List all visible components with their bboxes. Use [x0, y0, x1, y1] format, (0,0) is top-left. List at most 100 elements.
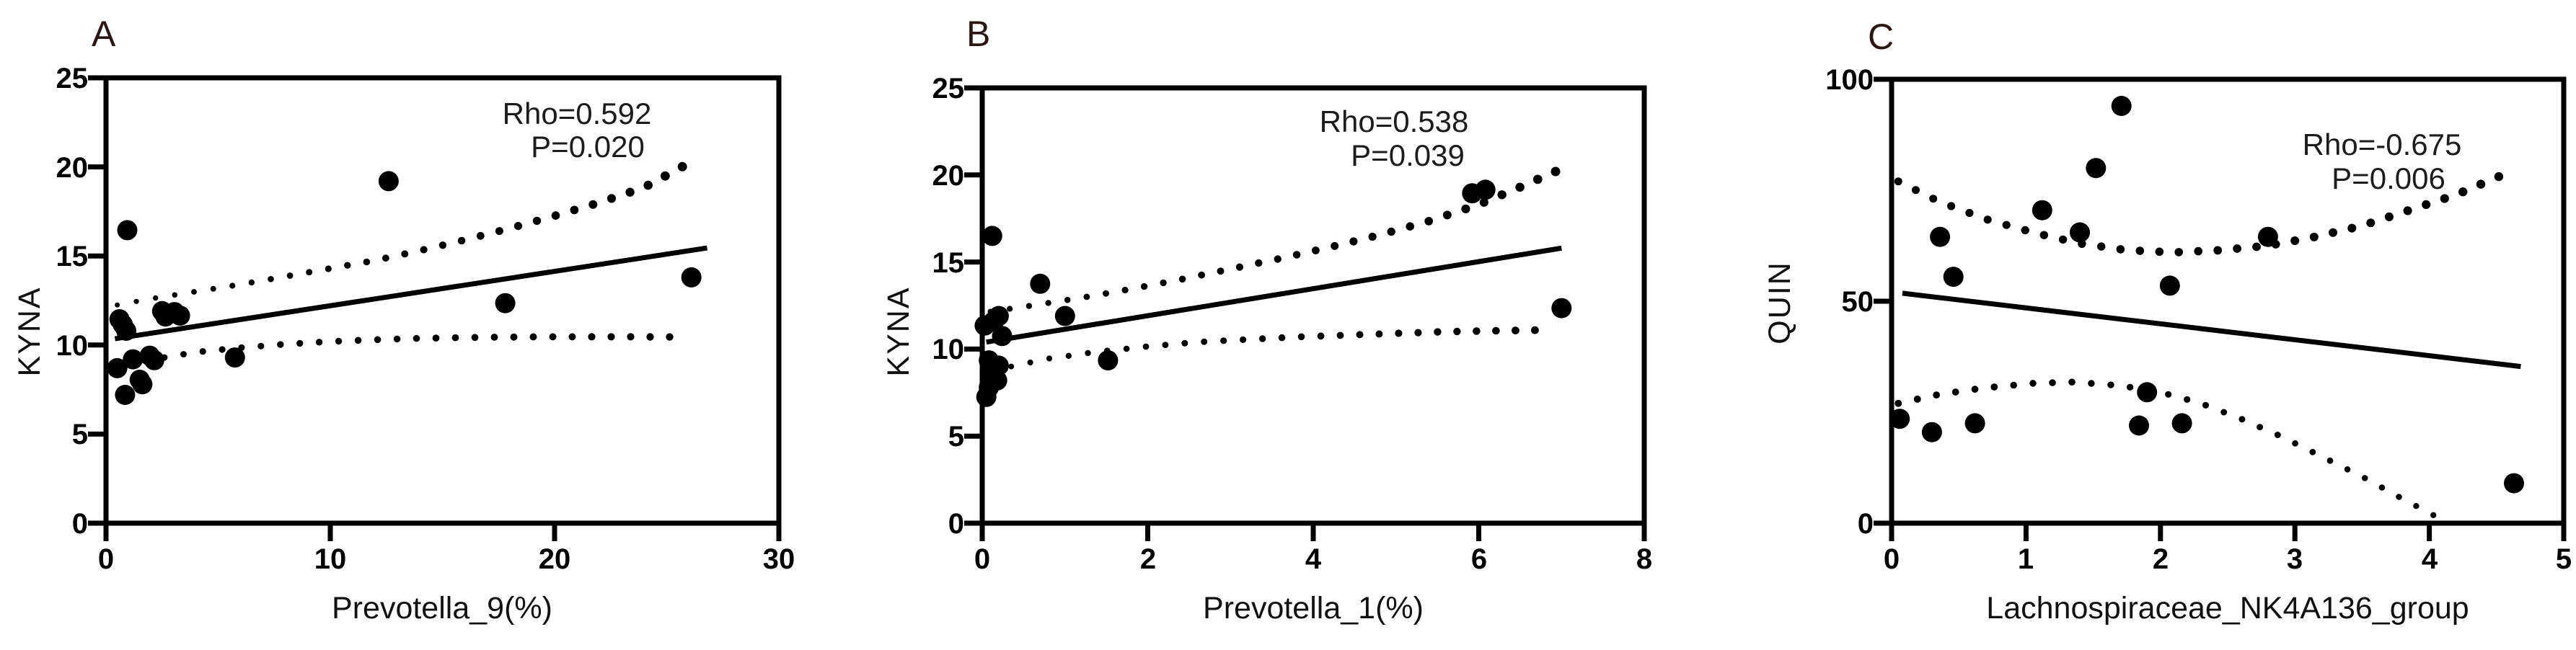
- y-tick-label: 5: [72, 419, 88, 450]
- data-point: [982, 226, 1002, 246]
- x-tick-label: 2: [1140, 543, 1156, 575]
- data-point: [2137, 382, 2158, 403]
- x-tick-label: 4: [2422, 543, 2438, 575]
- regression-line: [114, 245, 708, 342]
- plot-frame: [979, 85, 1647, 526]
- x-tick-label: 0: [974, 543, 990, 575]
- x-tick-label: 5: [2556, 543, 2572, 575]
- data-point: [144, 350, 164, 370]
- panel-c: C Rho=-0.675 P=0.006 Lachnospiraceae_NK4…: [1716, 0, 2576, 650]
- confidence-band-upper: [987, 166, 1561, 315]
- rho-annotation: Rho=-0.675: [2303, 128, 2462, 161]
- pvalue-annotation: P=0.006: [2332, 161, 2445, 195]
- x-axis-label: Prevotella_1(%): [1203, 591, 1424, 625]
- x-axis-label: Prevotella_9(%): [332, 591, 552, 625]
- y-tick-label: 15: [932, 247, 965, 279]
- y-tick-label: 10: [932, 334, 965, 365]
- data-point: [116, 321, 136, 341]
- x-tick-label: 0: [98, 543, 114, 575]
- scatter-plot-kyna-prevotella1: B Rho=0.538 P=0.039 Prevotella_1(%) KYNA…: [881, 14, 1652, 625]
- y-axis-label: KYNA: [12, 286, 47, 376]
- panel-letter: C: [1868, 17, 1894, 57]
- y-tick-label: 100: [1825, 64, 1874, 96]
- y-tick-label: 20: [56, 152, 89, 184]
- y-tick-label: 0: [1858, 508, 1874, 540]
- data-points: [1889, 96, 2524, 494]
- y-tick-label: 25: [932, 73, 965, 104]
- data-point: [2159, 275, 2180, 296]
- rho-annotation: Rho=0.592: [503, 97, 652, 130]
- y-tick-label: 50: [1842, 286, 1874, 318]
- tick-marks: [964, 85, 1647, 541]
- data-point: [1098, 350, 1119, 371]
- x-tick-label: 1: [2018, 543, 2034, 575]
- data-points: [107, 171, 702, 405]
- confidence-band-lower: [161, 333, 674, 361]
- x-tick-label: 2: [2153, 543, 2169, 575]
- data-point: [1551, 298, 1572, 319]
- data-point: [2504, 473, 2524, 494]
- scatter-plot-kyna-prevotella9: A Rho=0.592 P=0.020 Prevotella_9(%) KYNA…: [12, 14, 795, 625]
- data-point: [2257, 226, 2278, 247]
- x-axis-label: Lachnospiraceae_NK4A136_group: [1986, 591, 2469, 625]
- tick-marks: [88, 75, 782, 541]
- chart-layer: [964, 85, 1647, 541]
- data-point: [495, 293, 516, 313]
- data-point: [2086, 158, 2107, 179]
- x-tick-label: 3: [2287, 543, 2303, 575]
- x-tick-label: 0: [1884, 543, 1900, 575]
- data-point: [1921, 422, 1942, 442]
- data-point: [2129, 415, 2149, 436]
- y-axis-label: KYNA: [881, 286, 916, 376]
- data-point: [169, 306, 190, 326]
- data-point: [976, 386, 997, 407]
- data-point: [1030, 273, 1051, 294]
- data-point: [1054, 306, 1075, 326]
- y-tick-label: 15: [56, 241, 89, 272]
- confidence-band-upper: [115, 161, 687, 308]
- panel-letter: B: [966, 14, 990, 54]
- y-tick-label: 20: [932, 160, 965, 192]
- data-point: [984, 311, 1005, 331]
- x-tick-label: 8: [1636, 543, 1652, 575]
- plot-frame: [1889, 76, 2567, 526]
- data-point: [1964, 413, 1985, 434]
- scatter-plot-quin-lachnospiraceae: C Rho=-0.675 P=0.006 Lachnospiraceae_NK4…: [1763, 17, 2572, 625]
- chart-layer: [1874, 76, 2567, 541]
- chart-layer: [88, 75, 782, 541]
- tick-marks: [1874, 76, 2567, 541]
- data-point: [123, 349, 144, 370]
- regression-line: [1902, 290, 2521, 370]
- data-point: [1943, 267, 1964, 288]
- data-point: [117, 220, 138, 241]
- x-tick-label: 30: [763, 543, 795, 575]
- y-tick-label: 25: [56, 63, 89, 94]
- data-point: [681, 267, 702, 288]
- data-point: [1930, 226, 1951, 247]
- data-point: [132, 374, 153, 395]
- data-point: [2171, 413, 2192, 434]
- panel-letter: A: [92, 14, 116, 54]
- x-tick-label: 20: [539, 543, 571, 575]
- x-tick-label: 10: [314, 543, 347, 575]
- data-point: [992, 326, 1013, 347]
- y-tick-label: 0: [948, 508, 964, 540]
- data-point: [1475, 179, 1496, 200]
- x-tick-label: 6: [1471, 543, 1487, 575]
- pvalue-annotation: P=0.039: [1351, 138, 1465, 172]
- pvalue-annotation: P=0.020: [531, 130, 645, 164]
- data-point: [224, 347, 245, 368]
- x-tick-label: 4: [1305, 543, 1322, 575]
- data-point: [378, 171, 399, 192]
- panel-b: B Rho=0.538 P=0.039 Prevotella_1(%) KYNA…: [858, 0, 1716, 650]
- y-axis-label: QUIN: [1763, 261, 1797, 344]
- confidence-band-lower: [1008, 326, 1539, 370]
- confidence-band-upper: [1894, 172, 2504, 257]
- confidence-band-lower: [1894, 378, 2437, 518]
- data-point: [2111, 96, 2132, 116]
- data-point: [115, 385, 136, 405]
- y-tick-label: 10: [56, 330, 89, 362]
- regression-line: [986, 245, 1562, 345]
- plot-frame: [103, 75, 782, 526]
